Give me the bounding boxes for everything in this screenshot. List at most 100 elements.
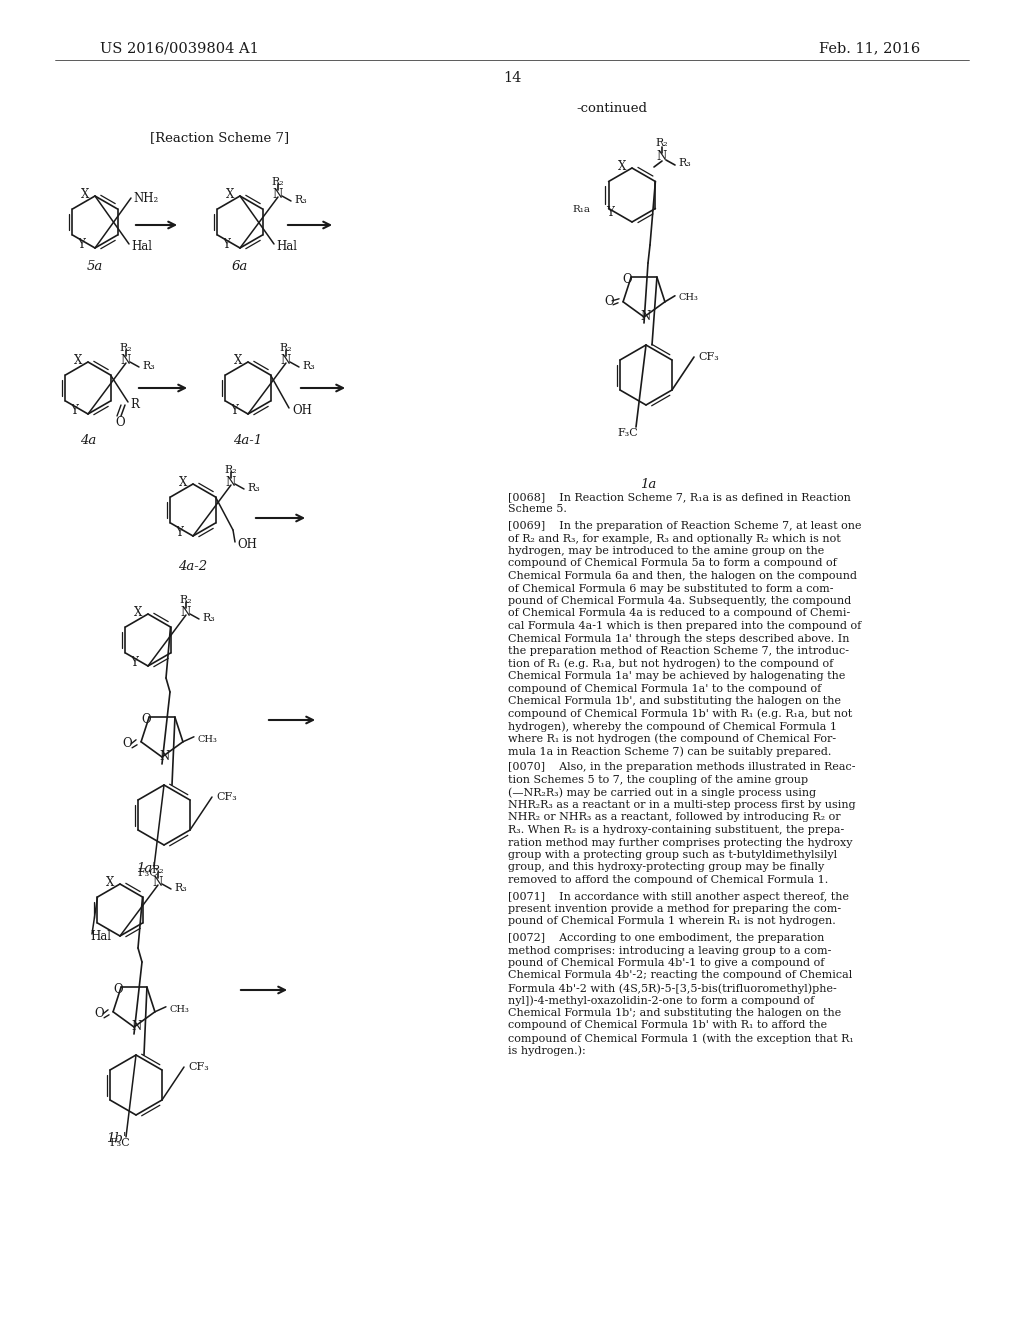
Text: compound of Chemical Formula 1 (with the exception that R₁: compound of Chemical Formula 1 (with the… — [508, 1034, 854, 1044]
Text: method comprises: introducing a leaving group to a com-: method comprises: introducing a leaving … — [508, 945, 831, 956]
Text: hydrogen, may be introduced to the amine group on the: hydrogen, may be introduced to the amine… — [508, 546, 824, 556]
Text: present invention provide a method for preparing the com-: present invention provide a method for p… — [508, 904, 841, 913]
Text: N: N — [272, 187, 283, 201]
Text: NH₂: NH₂ — [133, 191, 159, 205]
Text: (—NR₂R₃) may be carried out in a single process using: (—NR₂R₃) may be carried out in a single … — [508, 788, 816, 799]
Text: Y: Y — [606, 206, 614, 219]
Text: 4a: 4a — [80, 433, 96, 446]
Text: Scheme 5.: Scheme 5. — [508, 504, 567, 515]
Text: X: X — [617, 160, 627, 173]
Text: R₂: R₂ — [224, 465, 238, 475]
Text: removed to afford the compound of Chemical Formula 1.: removed to afford the compound of Chemic… — [508, 875, 828, 884]
Text: NHR₂R₃ as a reactant or in a multi-step process first by using: NHR₂R₃ as a reactant or in a multi-step … — [508, 800, 856, 810]
Text: F₃C: F₃C — [110, 1138, 130, 1148]
Text: Y: Y — [175, 525, 183, 539]
Text: O: O — [122, 738, 132, 750]
Text: R₂: R₂ — [280, 343, 292, 352]
Text: R₃: R₃ — [174, 883, 186, 894]
Text: X: X — [226, 189, 234, 202]
Text: N: N — [132, 1020, 142, 1034]
Text: N: N — [121, 354, 131, 367]
Text: OH: OH — [292, 404, 312, 417]
Text: R₃: R₃ — [294, 195, 307, 205]
Text: 5a: 5a — [87, 260, 103, 272]
Text: CF₃: CF₃ — [188, 1063, 209, 1072]
Text: R₂: R₂ — [152, 865, 164, 875]
Text: N: N — [656, 150, 667, 164]
Text: [Reaction Scheme 7]: [Reaction Scheme 7] — [151, 132, 290, 144]
Text: R₃: R₃ — [678, 158, 691, 168]
Text: group with a protecting group such as t-butyldimethylsilyl: group with a protecting group such as t-… — [508, 850, 838, 861]
Text: R₁a: R₁a — [572, 206, 590, 214]
Text: R₃: R₃ — [202, 612, 215, 623]
Text: Chemical Formula 1a' through the steps described above. In: Chemical Formula 1a' through the steps d… — [508, 634, 850, 644]
Text: 1b': 1b' — [105, 1131, 126, 1144]
Text: tion of R₁ (e.g. R₁a, but not hydrogen) to the compound of: tion of R₁ (e.g. R₁a, but not hydrogen) … — [508, 659, 834, 669]
Text: Feb. 11, 2016: Feb. 11, 2016 — [819, 41, 920, 55]
Text: X: X — [105, 876, 115, 890]
Text: where R₁ is not hydrogen (the compound of Chemical For-: where R₁ is not hydrogen (the compound o… — [508, 734, 837, 744]
Text: F₃C: F₃C — [137, 869, 158, 878]
Text: R₂: R₂ — [179, 595, 193, 605]
Text: [0070]    Also, in the preparation methods illustrated in Reac-: [0070] Also, in the preparation methods … — [508, 763, 855, 772]
Text: compound of Chemical Formula 5a to form a compound of: compound of Chemical Formula 5a to form … — [508, 558, 837, 569]
Text: 1a': 1a' — [136, 862, 156, 874]
Text: NHR₂ or NHR₃ as a reactant, followed by introducing R₂ or: NHR₂ or NHR₃ as a reactant, followed by … — [508, 813, 841, 822]
Text: of Chemical Formula 6 may be substituted to form a com-: of Chemical Formula 6 may be substituted… — [508, 583, 834, 594]
Text: Hal: Hal — [90, 929, 111, 942]
Text: 1a: 1a — [640, 479, 656, 491]
Text: Chemical Formula 6a and then, the halogen on the compound: Chemical Formula 6a and then, the haloge… — [508, 572, 857, 581]
Text: N: N — [226, 475, 237, 488]
Text: Y: Y — [77, 238, 85, 251]
Text: O: O — [141, 713, 151, 726]
Text: pound of Chemical Formula 4a. Subsequently, the compound: pound of Chemical Formula 4a. Subsequent… — [508, 597, 851, 606]
Text: Chemical Formula 1a' may be achieved by halogenating the: Chemical Formula 1a' may be achieved by … — [508, 671, 846, 681]
Text: O: O — [94, 1007, 103, 1020]
Text: [0071]    In accordance with still another aspect thereof, the: [0071] In accordance with still another … — [508, 891, 849, 902]
Text: O: O — [623, 273, 632, 285]
Text: of Chemical Formula 4a is reduced to a compound of Chemi-: of Chemical Formula 4a is reduced to a c… — [508, 609, 850, 619]
Text: Y: Y — [230, 404, 238, 417]
Text: X: X — [74, 355, 82, 367]
Text: is hydrogen.):: is hydrogen.): — [508, 1045, 586, 1056]
Text: group, and this hydroxy-protecting group may be finally: group, and this hydroxy-protecting group… — [508, 862, 824, 873]
Text: Formula 4b'-2 with (4S,5R)-5-[3,5-bis(trifluoromethyl)phe-: Formula 4b'-2 with (4S,5R)-5-[3,5-bis(tr… — [508, 983, 837, 994]
Text: CH₃: CH₃ — [198, 735, 218, 744]
Text: Chemical Formula 1b'; and substituting the halogen on the: Chemical Formula 1b'; and substituting t… — [508, 1008, 842, 1018]
Text: [0072]    According to one embodiment, the preparation: [0072] According to one embodiment, the … — [508, 933, 824, 942]
Text: Chemical Formula 4b'-2; reacting the compound of Chemical: Chemical Formula 4b'-2; reacting the com… — [508, 970, 852, 981]
Text: R₂: R₂ — [120, 343, 132, 352]
Text: N: N — [281, 354, 291, 367]
Text: [0068]    In Reaction Scheme 7, R₁a is as defined in Reaction: [0068] In Reaction Scheme 7, R₁a is as d… — [508, 492, 851, 502]
Text: X: X — [233, 355, 243, 367]
Text: ration method may further comprises protecting the hydroxy: ration method may further comprises prot… — [508, 837, 853, 847]
Text: R₃: R₃ — [142, 360, 155, 371]
Text: Y: Y — [130, 656, 138, 668]
Text: Chemical Formula 1b', and substituting the halogen on the: Chemical Formula 1b', and substituting t… — [508, 696, 841, 706]
Text: nyl])-4-methyl-oxazolidin-2-one to form a compound of: nyl])-4-methyl-oxazolidin-2-one to form … — [508, 995, 814, 1006]
Text: mula 1a in Reaction Scheme 7) can be suitably prepared.: mula 1a in Reaction Scheme 7) can be sui… — [508, 746, 831, 756]
Text: R₂: R₂ — [271, 177, 285, 187]
Text: N: N — [641, 310, 651, 323]
Text: N: N — [160, 751, 170, 763]
Text: X: X — [179, 477, 187, 490]
Text: 6a: 6a — [231, 260, 248, 272]
Text: R₃. When R₂ is a hydroxy-containing substituent, the prepa-: R₃. When R₂ is a hydroxy-containing subs… — [508, 825, 844, 836]
Text: Hal: Hal — [276, 239, 297, 252]
Text: N: N — [181, 606, 191, 619]
Text: X: X — [81, 189, 89, 202]
Text: tion Schemes 5 to 7, the coupling of the amine group: tion Schemes 5 to 7, the coupling of the… — [508, 775, 808, 785]
Text: compound of Chemical Formula 1b' with R₁ to afford the: compound of Chemical Formula 1b' with R₁… — [508, 1020, 827, 1031]
Text: CF₃: CF₃ — [216, 792, 237, 803]
Text: hydrogen), whereby the compound of Chemical Formula 1: hydrogen), whereby the compound of Chemi… — [508, 721, 837, 731]
Text: OH: OH — [237, 539, 257, 552]
Text: R₂: R₂ — [655, 139, 669, 148]
Text: N: N — [153, 875, 163, 888]
Text: pound of Chemical Formula 1 wherein R₁ is not hydrogen.: pound of Chemical Formula 1 wherein R₁ i… — [508, 916, 836, 927]
Text: R₃: R₃ — [247, 483, 260, 492]
Text: of R₂ and R₃, for example, R₃ and optionally R₂ which is not: of R₂ and R₃, for example, R₃ and option… — [508, 533, 841, 544]
Text: cal Formula 4a-1 which is then prepared into the compound of: cal Formula 4a-1 which is then prepared … — [508, 620, 861, 631]
Text: Y: Y — [70, 404, 78, 417]
Text: F₃C: F₃C — [617, 428, 638, 438]
Text: 14: 14 — [503, 71, 521, 84]
